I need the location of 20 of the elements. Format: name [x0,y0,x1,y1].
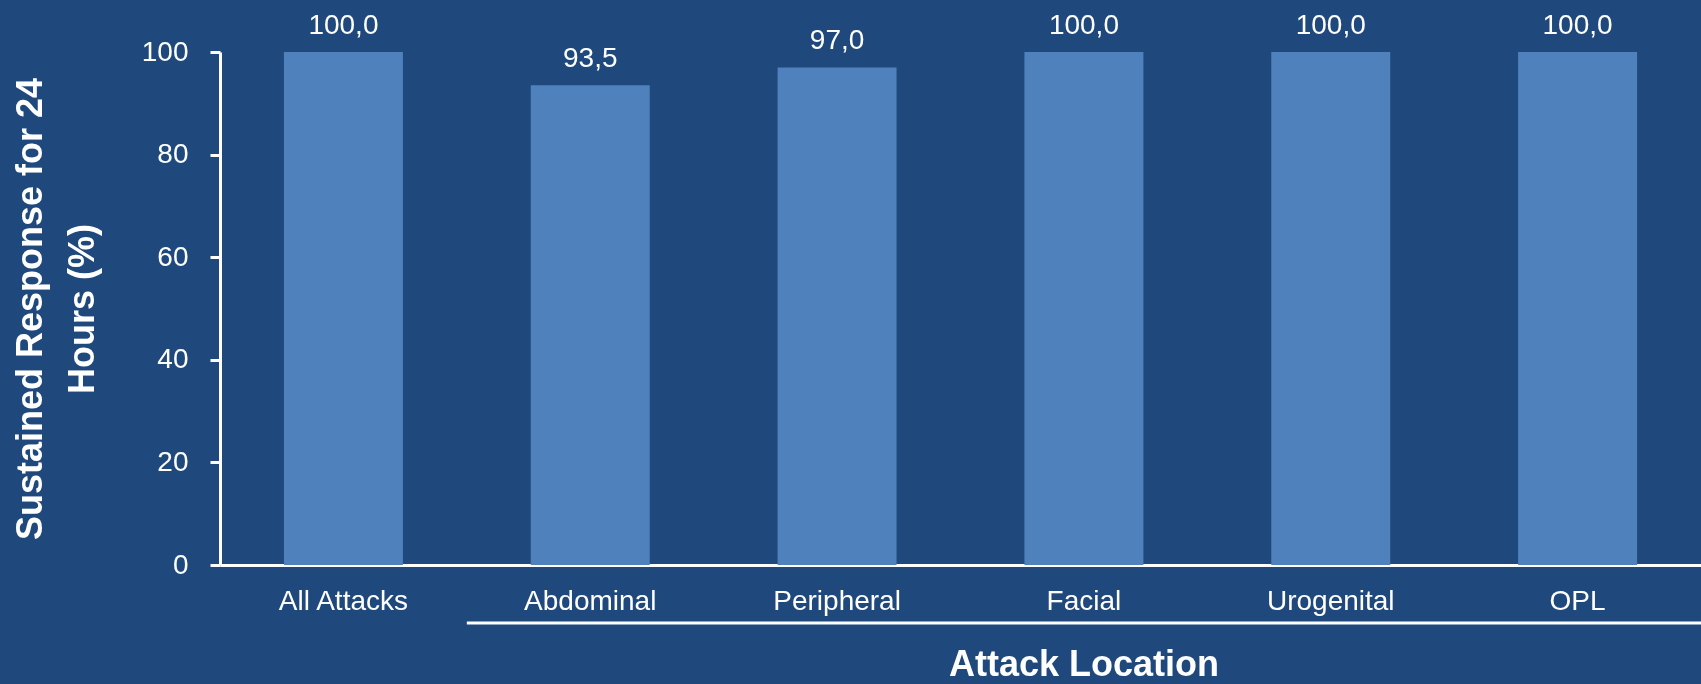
y-tick-label: 60 [157,240,189,272]
data-label: 93,5 [563,42,618,74]
y-tick-label: 40 [157,343,189,375]
data-label: 100,0 [1542,9,1613,40]
x-tick-label: Peripheral [773,584,901,616]
data-label: 100,0 [1048,9,1119,40]
y-tick-label: 0 [172,548,189,580]
x-tick-label: All Attacks [278,584,408,616]
x-axis-title: Attack Location [948,643,1219,684]
y-tick-label: 80 [157,138,189,170]
y-tick-label: 20 [157,445,189,477]
data-label: 100,0 [1295,9,1366,40]
x-tick-label: Urogenital [1266,584,1395,616]
x-tick-label: Abdominal [524,584,657,616]
x-tick-label: OPL [1549,584,1606,616]
data-label: 97,0 [809,24,865,56]
y-axis-title: Sustained Response for 24 Hours (%) [8,77,102,541]
y-tick-label: 100 [141,35,189,67]
x-tick-label: Facial [1046,584,1122,616]
data-label: 100,0 [308,9,379,40]
